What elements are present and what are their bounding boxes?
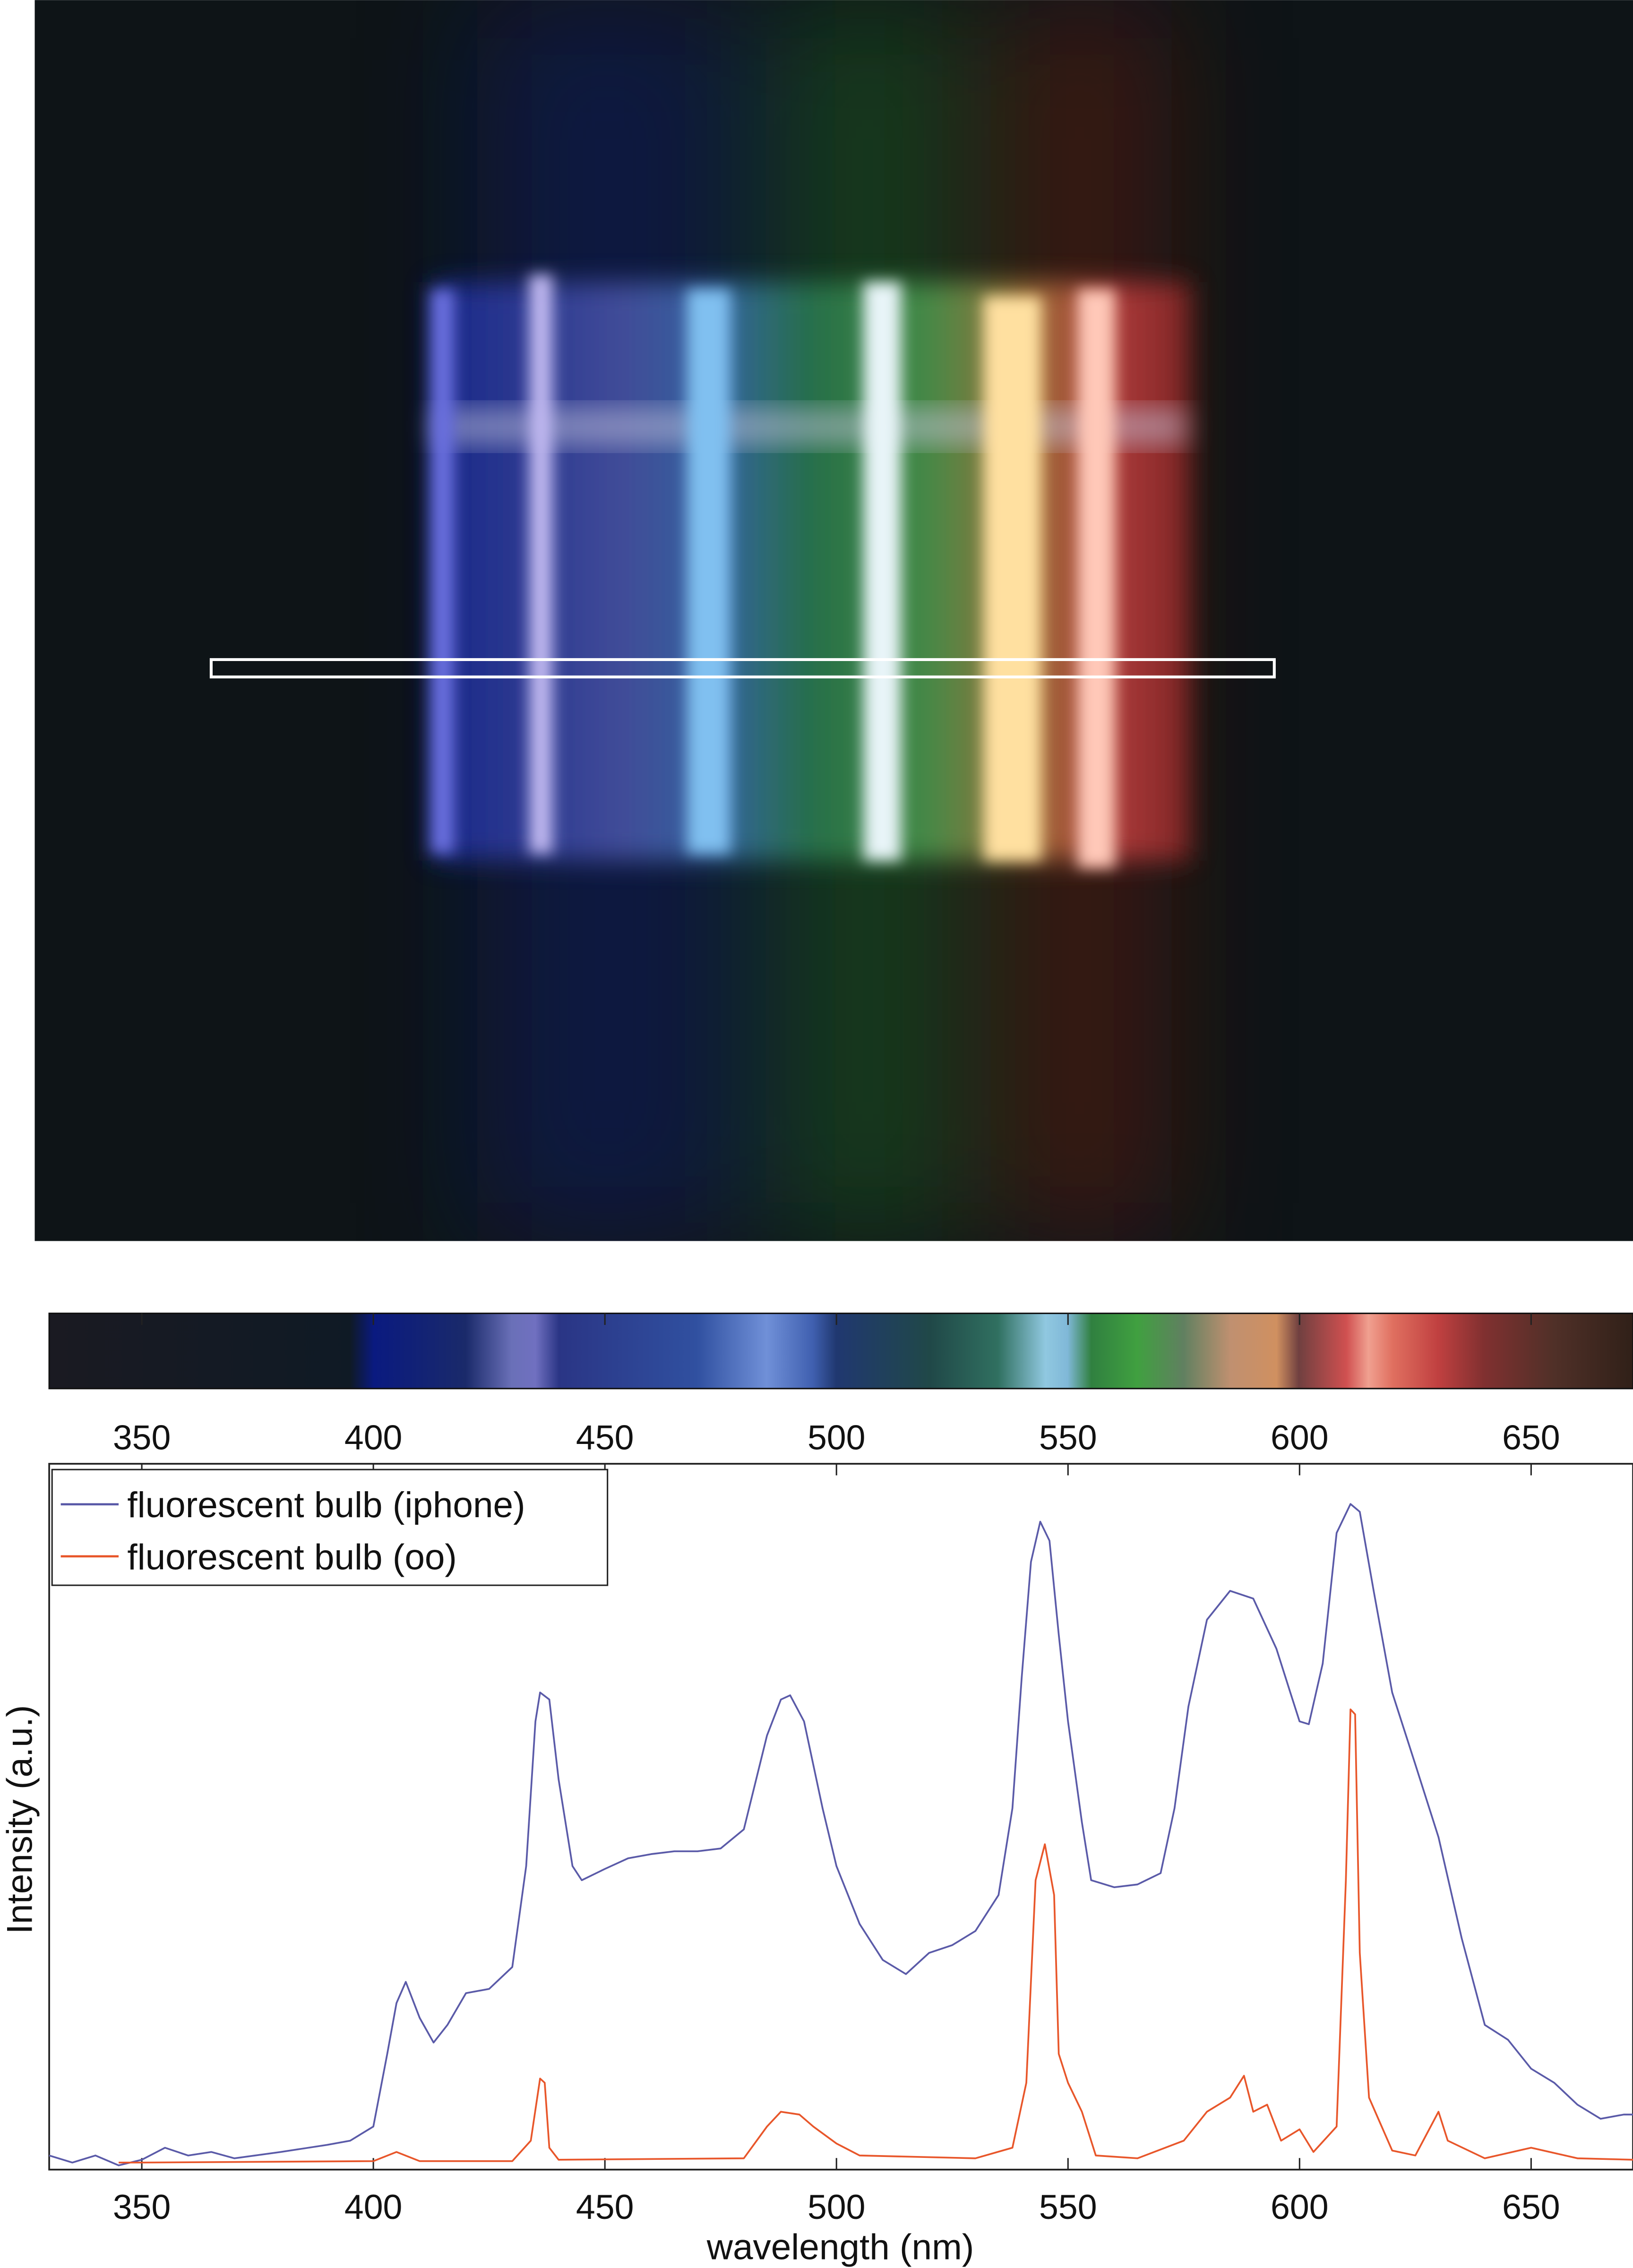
x-tick-label: 500 xyxy=(808,2187,866,2226)
y-axis-label: Intensity (a.u.) xyxy=(0,1705,40,1934)
x-tick-label: 550 xyxy=(1039,2187,1097,2226)
colorbar-tick-label: 400 xyxy=(344,1418,403,1457)
x-tick-label: 350 xyxy=(113,2187,171,2226)
series-line xyxy=(49,1503,1633,2166)
legend-label: fluorescent bulb (oo) xyxy=(127,1537,457,1577)
colorbar-tick-label: 550 xyxy=(1039,1418,1097,1457)
spectrum-photo xyxy=(34,0,1633,1241)
colorbar-tick-label: 350 xyxy=(113,1418,171,1457)
x-tick-label: 650 xyxy=(1502,2187,1560,2226)
colorbar-tick-label: 650 xyxy=(1502,1418,1560,1457)
x-tick-label: 450 xyxy=(576,2187,634,2226)
colorbar-tick-label: 450 xyxy=(576,1418,634,1457)
colorbar-tick-label: 600 xyxy=(1271,1418,1329,1457)
series-line xyxy=(119,1708,1633,2164)
plot-frame xyxy=(48,1463,1633,2171)
x-axis-label: wavelength (nm) xyxy=(706,2227,974,2268)
legend-box xyxy=(51,1469,609,1586)
colorbar-tick-label: 500 xyxy=(808,1418,866,1457)
x-tick-label: 400 xyxy=(344,2187,403,2226)
x-tick-label: 600 xyxy=(1271,2187,1329,2226)
legend-label: fluorescent bulb (iphone) xyxy=(127,1485,525,1525)
colorbar xyxy=(48,1313,1633,1390)
